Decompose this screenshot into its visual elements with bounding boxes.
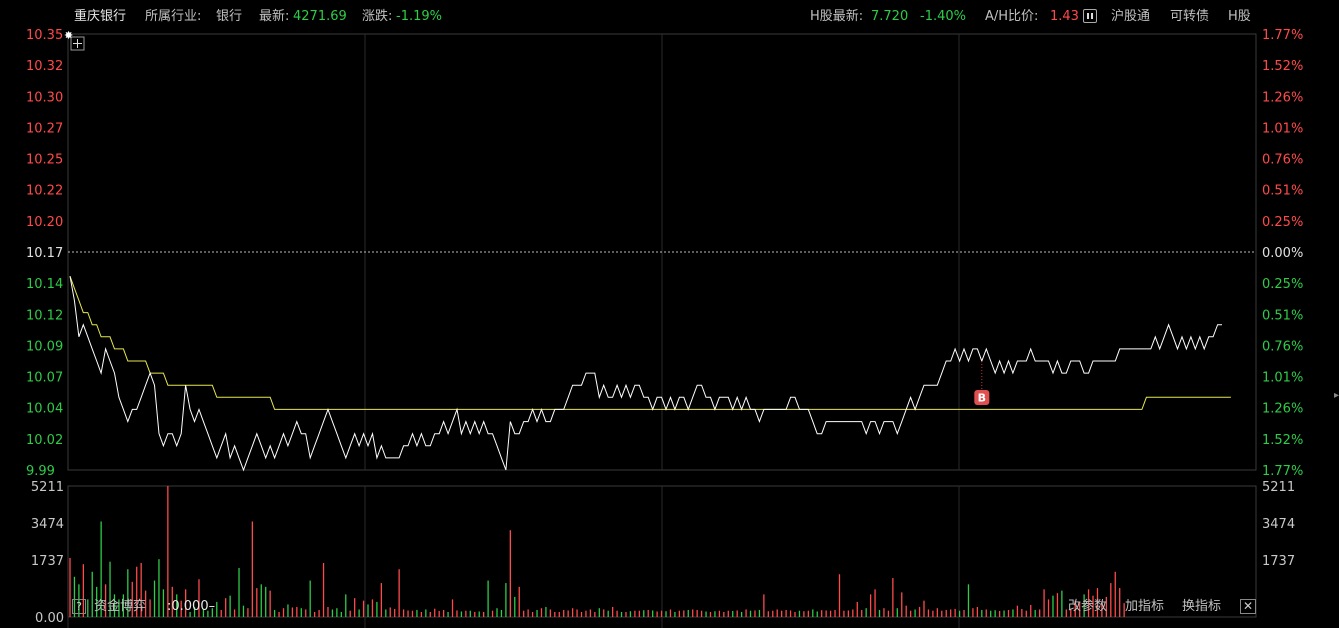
percent-tick-label: 0.00% (1262, 246, 1303, 261)
percent-tick-label: 1.52% (1262, 433, 1303, 448)
stock-name[interactable]: 重庆银行 (74, 9, 127, 24)
add-indicator-button[interactable]: 加指标 (1125, 599, 1165, 614)
percent-tick-label: 1.77% (1262, 464, 1303, 479)
pause-icon[interactable] (1083, 9, 1097, 23)
percent-tick-label: 0.51% (1262, 184, 1303, 199)
fund-flow-label[interactable]: 资金博弈 (94, 599, 147, 614)
hgt-button[interactable]: 沪股通 (1111, 9, 1151, 24)
volume-tick-label: 3474 (31, 517, 64, 532)
volume-bars (69, 486, 1125, 617)
indicator-toolbar: ? 资金博弈 :0.000– 改参数 加指标 换指标 ✕ (68, 597, 1256, 617)
price-tick-label: 10.20 (26, 215, 63, 230)
percent-tick-label: 1.77% (1262, 28, 1303, 43)
volume-tick-label-right: 3474 (1262, 517, 1295, 532)
percent-tick-label: 0.25% (1262, 277, 1303, 292)
price-tick-label: 10.30 (26, 90, 63, 105)
average-price-line (69, 276, 1231, 410)
buy-signal-label: B (978, 392, 986, 405)
latest-label: 最新: (259, 9, 290, 24)
price-tick-label: 10.02 (26, 433, 63, 448)
h-share-button[interactable]: H股 (1228, 9, 1251, 24)
price-tick-label: 10.35 (26, 28, 63, 43)
volume-axis: 5211 5211 3474 3474 1737 1737 0.00 (31, 480, 1295, 626)
change-params-button[interactable]: 改参数 (1068, 599, 1108, 614)
price-tick-label: 10.25 (26, 153, 63, 168)
h-share-label: H股最新: (810, 9, 864, 24)
percent-axis-right: 1.77% 1.52% 1.26% 1.01% 0.76% 0.51% 0.25% 0.00%… (1262, 28, 1303, 479)
h-share-price: 7.720 (871, 9, 909, 24)
price-tick-label: 10.09 (26, 339, 63, 354)
crosshair-icon[interactable] (70, 36, 85, 51)
percent-tick-label: 0.76% (1262, 153, 1303, 168)
industry-value[interactable]: 银行 (216, 9, 243, 24)
change-label: 涨跌: (362, 9, 393, 24)
switch-indicator-button[interactable]: 换指标 (1182, 599, 1222, 614)
industry-label: 所属行业: (145, 9, 202, 24)
info-header: 重庆银行 所属行业: 银行 最新: 4271.69 涨跌: -1.19% H股最… (0, 0, 1339, 34)
percent-tick-label: 1.01% (1262, 371, 1303, 386)
star-icon: ✸ (64, 29, 73, 42)
convertible-bond-button[interactable]: 可转债 (1170, 9, 1210, 24)
side-collapse-handle[interactable]: ▸ (1334, 390, 1339, 401)
volume-tick-label-right: 1737 (1262, 554, 1295, 569)
chart-grid (67, 33, 1257, 628)
volume-tick-label: 5211 (31, 480, 64, 495)
price-tick-label: 10.04 (26, 402, 63, 417)
h-share-change: -1.40% (920, 9, 966, 24)
percent-tick-label: 0.76% (1262, 339, 1303, 354)
change-value: -1.19% (396, 9, 442, 24)
price-tick-label: 10.17 (26, 246, 63, 261)
percent-tick-label: 0.51% (1262, 308, 1303, 323)
latest-value: 4271.69 (293, 9, 347, 24)
volume-tick-label: 1737 (31, 554, 64, 569)
percent-tick-label: 1.01% (1262, 121, 1303, 136)
volume-tick-label-right: 5211 (1262, 480, 1295, 495)
price-tick-label: 10.07 (26, 371, 63, 386)
percent-tick-label: 0.25% (1262, 215, 1303, 230)
price-tick-label: 10.27 (26, 121, 63, 136)
price-tick-label: 9.99 (26, 464, 55, 479)
ah-ratio-label: A/H比价: (985, 9, 1039, 24)
percent-tick-label: 1.26% (1262, 402, 1303, 417)
volume-tick-label: 0.00 (35, 611, 64, 626)
percent-tick-label: 1.26% (1262, 90, 1303, 105)
help-icon[interactable]: ? (72, 599, 86, 614)
price-axis-left: 10.35 10.32 10.30 10.27 10.25 10.22 10.20 10.17… (26, 28, 63, 479)
price-tick-label: 10.14 (26, 277, 63, 292)
price-line (69, 276, 1222, 472)
percent-tick-label: 1.52% (1262, 59, 1303, 74)
buy-signal-marker[interactable]: B (974, 361, 990, 405)
price-tick-label: 10.12 (26, 308, 63, 323)
price-tick-label: 10.32 (26, 59, 63, 74)
fund-flow-value: :0.000– (167, 599, 216, 614)
price-tick-label: 10.22 (26, 184, 63, 199)
ah-ratio-value: 1.43 (1050, 9, 1079, 24)
close-icon[interactable]: ✕ (1240, 599, 1256, 614)
